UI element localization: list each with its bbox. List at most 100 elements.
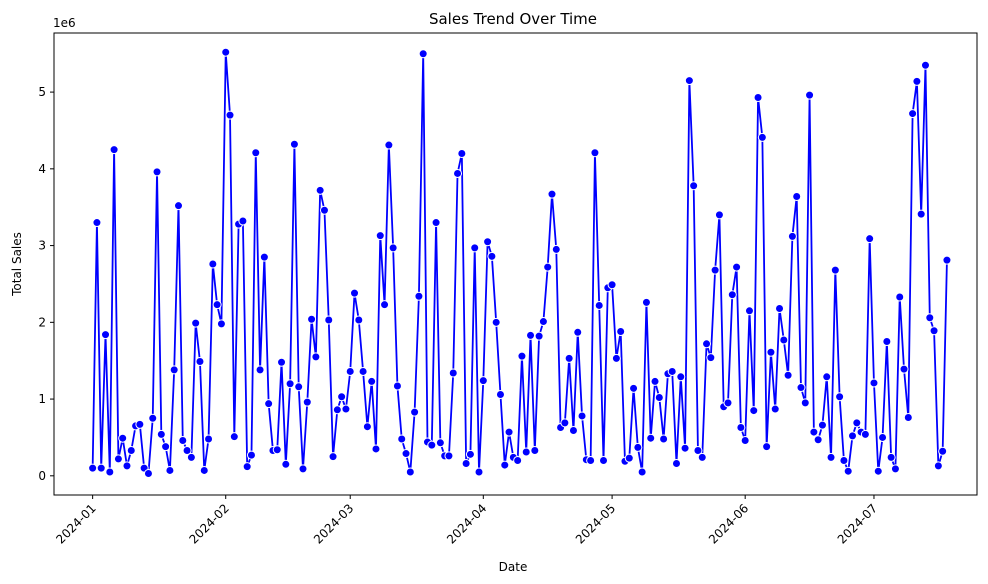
- data-point: [590, 148, 600, 158]
- data-point: [208, 259, 218, 269]
- data-point: [826, 452, 836, 462]
- data-point: [332, 405, 342, 415]
- data-point: [221, 47, 231, 57]
- data-point: [637, 467, 647, 477]
- data-point: [830, 265, 840, 275]
- data-point: [311, 352, 321, 362]
- data-point: [835, 392, 845, 402]
- data-point: [942, 255, 952, 265]
- data-point: [204, 434, 214, 444]
- data-point: [641, 297, 651, 307]
- data-point: [740, 436, 750, 446]
- data-point: [255, 365, 265, 375]
- y-tick-label: 2: [38, 315, 46, 329]
- data-point: [289, 139, 299, 149]
- data-point: [817, 420, 827, 430]
- data-point: [633, 442, 643, 452]
- data-point: [212, 300, 222, 310]
- data-point: [126, 445, 136, 455]
- y-tick-label: 0: [38, 469, 46, 483]
- data-point: [848, 431, 857, 441]
- x-tick-label: 2024-03: [311, 501, 356, 546]
- data-point: [242, 462, 252, 472]
- data-point: [182, 445, 192, 455]
- data-point: [616, 327, 626, 337]
- data-point: [375, 231, 385, 241]
- data-point: [624, 453, 634, 463]
- data-point: [457, 148, 467, 158]
- data-point: [285, 379, 295, 389]
- data-point: [882, 337, 892, 347]
- data-point: [770, 404, 780, 414]
- data-point: [852, 418, 862, 428]
- data-point: [186, 452, 196, 462]
- data-point: [487, 251, 497, 261]
- data-point: [504, 427, 514, 437]
- data-point: [113, 454, 123, 464]
- data-point: [277, 357, 287, 367]
- data-point: [401, 449, 411, 459]
- data-point: [547, 189, 557, 199]
- data-point: [495, 389, 505, 399]
- data-point: [225, 110, 235, 120]
- data-point: [551, 244, 561, 254]
- data-point: [410, 407, 420, 417]
- data-point: [448, 368, 458, 378]
- data-point: [161, 442, 171, 452]
- data-point: [513, 455, 523, 465]
- data-point: [264, 399, 274, 409]
- chart-title: Sales Trend Over Time: [429, 10, 597, 28]
- data-point: [521, 447, 531, 457]
- data-point: [431, 218, 441, 228]
- series-points: [88, 47, 952, 479]
- data-point: [809, 427, 819, 437]
- data-point: [105, 467, 115, 477]
- data-point: [216, 319, 226, 329]
- data-point: [371, 444, 381, 454]
- data-point: [568, 426, 578, 436]
- data-point: [165, 465, 175, 475]
- data-point: [397, 434, 407, 444]
- data-point: [526, 330, 536, 340]
- data-point: [435, 438, 445, 448]
- y-axis: 0 1 2 3 4 5: [38, 85, 54, 483]
- data-point: [238, 216, 248, 226]
- data-point: [341, 404, 351, 414]
- data-point: [933, 461, 943, 471]
- data-point: [895, 292, 905, 302]
- data-point: [517, 351, 527, 361]
- data-point: [328, 452, 338, 462]
- data-point: [491, 317, 501, 327]
- data-point: [427, 440, 437, 450]
- data-point: [109, 145, 119, 155]
- data-point: [367, 376, 377, 386]
- data-point: [195, 356, 205, 366]
- data-point: [350, 288, 360, 298]
- x-tick-label: 2024-04: [444, 501, 489, 546]
- data-point: [611, 353, 621, 363]
- data-point: [903, 412, 913, 422]
- x-tick-label: 2024-02: [186, 501, 231, 546]
- x-axis: 2024-01 2024-02 2024-03 2024-04 2024-05 2024-…: [53, 495, 880, 547]
- data-point: [354, 315, 364, 325]
- data-point: [543, 262, 553, 272]
- data-point: [534, 331, 544, 341]
- data-point: [577, 411, 587, 421]
- x-tick-label: 2024-06: [706, 501, 751, 546]
- data-point: [483, 237, 493, 247]
- data-point: [873, 466, 883, 476]
- data-point: [762, 442, 772, 452]
- data-point: [594, 300, 604, 310]
- data-point: [199, 465, 209, 475]
- data-point: [453, 168, 463, 178]
- x-tick-label: 2024-05: [573, 501, 618, 546]
- data-point: [706, 353, 716, 363]
- data-point: [191, 318, 201, 328]
- data-point: [899, 364, 909, 374]
- y-tick-label: 1: [38, 392, 46, 406]
- data-point: [684, 76, 694, 86]
- data-point: [843, 466, 853, 476]
- data-point: [405, 467, 415, 477]
- data-point: [169, 365, 179, 375]
